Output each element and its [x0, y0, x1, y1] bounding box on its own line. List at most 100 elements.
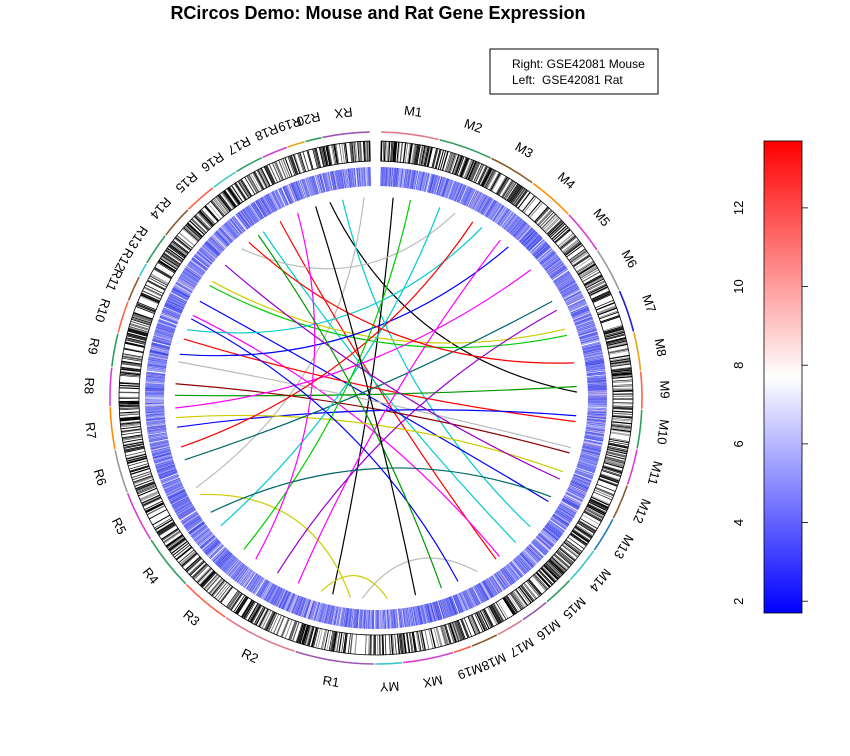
cytoband: [603, 462, 624, 469]
heatmap-cell: [218, 553, 232, 568]
heatmap-cell: [149, 352, 169, 357]
cytoband: [351, 142, 355, 163]
heatmap-cell: [160, 314, 179, 322]
heatmap-cell: [175, 282, 193, 293]
ideogram-border: [506, 579, 542, 613]
heatmap-cell: [557, 277, 574, 289]
heatmap-cell: [454, 594, 462, 613]
heatmap-cell: [518, 554, 533, 569]
heatmap-cell: [427, 173, 433, 193]
heatmap-cell: [546, 524, 562, 536]
heatmap-cell: [496, 207, 508, 224]
heatmap-cell: [539, 532, 555, 545]
heatmap-cell: [240, 210, 253, 227]
heatmap-cell: [502, 212, 515, 229]
cytoband: [154, 266, 173, 278]
heatmap-cell: [525, 234, 540, 249]
heatmap-cell: [208, 543, 223, 558]
heatmap-cell: [397, 168, 401, 188]
heatmap-cell: [587, 390, 607, 392]
heatmap-cell: [181, 272, 198, 284]
heatmap-cell: [577, 324, 596, 332]
heatmap-cell: [147, 428, 167, 433]
heatmap-cell: [584, 437, 603, 442]
heatmap-cell: [285, 185, 294, 204]
chromosome-label: M12: [630, 497, 654, 526]
heatmap-cell: [551, 516, 568, 528]
heatmap-cell: [187, 264, 204, 276]
heatmap-cell: [574, 471, 593, 479]
cytoband: [559, 235, 576, 249]
heatmap-cell: [185, 267, 202, 279]
heatmap-cell: [477, 584, 487, 601]
heatmap-cell: [147, 365, 167, 369]
heatmap-cell: [256, 199, 267, 217]
link-34: [315, 206, 417, 596]
cytoband: [253, 606, 264, 625]
heatmap-cell: [312, 601, 318, 621]
cytoband: [186, 557, 202, 572]
heatmap-cell: [206, 542, 222, 556]
cytoband: [332, 631, 338, 652]
heatmap-cell: [505, 214, 518, 231]
heatmap-cell: [217, 552, 232, 567]
cytoband: [278, 159, 287, 179]
heatmap-cell: [191, 258, 208, 270]
heatmap-cell: [516, 225, 530, 240]
heatmap-cell: [145, 393, 165, 395]
heatmap-cell: [173, 286, 191, 297]
cytoband: [141, 292, 160, 302]
heatmap-cell: [426, 173, 432, 193]
heatmap-cell: [292, 595, 300, 614]
heatmap-cell: [587, 387, 607, 389]
heatmap-cell: [213, 548, 228, 563]
cytoband: [588, 501, 608, 512]
heatmap-cell: [281, 187, 290, 205]
heatmap-cell: [488, 202, 500, 219]
heatmap-cell: [358, 609, 361, 629]
heatmap-cell: [196, 251, 212, 265]
cytoband: [137, 486, 157, 495]
heatmap-cell: [508, 217, 521, 233]
heatmap-cell: [548, 264, 565, 276]
heatmap-cell: [572, 477, 590, 486]
heatmap-cell: [360, 609, 363, 629]
heatmap-cell: [164, 305, 182, 314]
cytoband: [541, 566, 557, 582]
cytoband: [382, 634, 385, 655]
heatmap-cell: [550, 267, 567, 279]
heatmap-cell: [320, 173, 326, 193]
heatmap-cell: [570, 482, 589, 491]
heatmap-cell: [570, 305, 588, 314]
cytoband: [582, 271, 601, 283]
heatmap-cell: [577, 462, 597, 469]
heatmap-cell: [149, 437, 168, 443]
heatmap-cell: [347, 168, 351, 188]
heatmap-cell: [442, 599, 449, 618]
cytoband: [315, 628, 321, 648]
cytoband: [452, 621, 461, 642]
cytoband: [231, 185, 244, 203]
heatmap-cell: [418, 171, 423, 191]
cytoband: [358, 141, 361, 162]
heatmap-cell: [548, 263, 564, 275]
heatmap-cell: [542, 528, 558, 542]
cytoband: [319, 147, 325, 167]
heatmap-cell: [578, 459, 598, 466]
heatmap-cell: [437, 176, 444, 196]
cytoband: [181, 552, 198, 567]
heatmap-cell: [197, 250, 213, 264]
heatmap-cell: [587, 389, 607, 391]
heatmap-cell: [156, 463, 175, 471]
heatmap-cell: [462, 187, 472, 205]
heatmap-cell: [168, 491, 186, 501]
link-35: [320, 575, 389, 600]
cytoband: [166, 534, 184, 548]
heatmap-cell: [407, 169, 411, 189]
heatmap-cell: [583, 351, 603, 356]
heatmap-cell: [392, 167, 395, 187]
heatmap-cell: [422, 604, 428, 624]
heatmap-cell: [176, 504, 194, 515]
heatmap-cell: [209, 237, 224, 251]
